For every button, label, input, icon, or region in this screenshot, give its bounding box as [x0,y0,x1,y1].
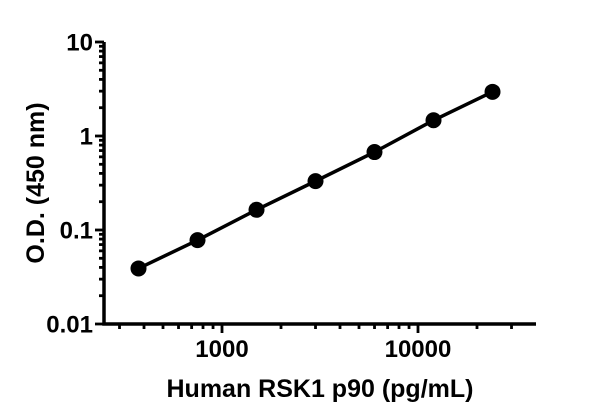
data-point [425,112,442,129]
x-axis-title: Human RSK1 p90 (pg/mL) [167,375,474,403]
data-point [189,232,206,249]
data-point [130,260,147,277]
y-axis-tick-label: 10 [66,30,93,57]
x-axis-tick-label: 1000 [195,336,248,363]
y-axis-tick-label: 1 [80,124,93,151]
y-axis-title: O.D. (450 nm) [22,102,50,263]
data-point [248,201,265,218]
y-axis-tick-label: 0.01 [46,312,93,339]
y-axis-tick-label: 0.1 [60,218,93,245]
plot-area: 1000 10000 10 1 0.1 0.01 [46,30,536,363]
data-point [484,83,501,100]
x-axis-tick-label: 10000 [385,336,452,363]
data-point [307,173,324,190]
data-point [366,144,383,161]
